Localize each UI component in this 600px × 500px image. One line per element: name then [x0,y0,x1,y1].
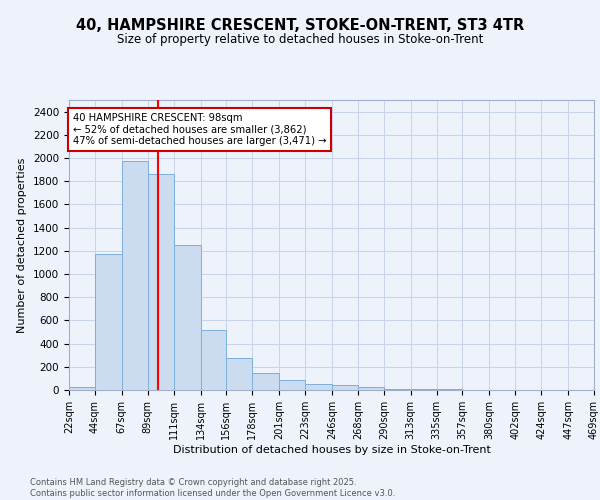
Bar [279,380,305,390]
Bar [200,330,226,390]
Bar [226,358,252,390]
Bar [252,372,279,390]
Text: Contains HM Land Registry data © Crown copyright and database right 2025.
Contai: Contains HM Land Registry data © Crown c… [30,478,395,498]
Text: Size of property relative to detached houses in Stoke-on-Trent: Size of property relative to detached ho… [117,32,483,46]
Bar [411,389,437,390]
Bar [358,386,384,390]
Bar [384,388,411,390]
Bar [332,386,358,390]
Bar [148,174,173,390]
Bar [69,387,95,390]
Y-axis label: Number of detached properties: Number of detached properties [17,158,28,332]
Bar [95,254,122,390]
Text: 40, HAMPSHIRE CRESCENT, STOKE-ON-TRENT, ST3 4TR: 40, HAMPSHIRE CRESCENT, STOKE-ON-TRENT, … [76,18,524,32]
Bar [122,161,148,390]
Text: 40 HAMPSHIRE CRESCENT: 98sqm
← 52% of detached houses are smaller (3,862)
47% of: 40 HAMPSHIRE CRESCENT: 98sqm ← 52% of de… [73,113,326,146]
Bar [305,384,332,390]
X-axis label: Distribution of detached houses by size in Stoke-on-Trent: Distribution of detached houses by size … [173,444,490,454]
Bar [173,245,200,390]
